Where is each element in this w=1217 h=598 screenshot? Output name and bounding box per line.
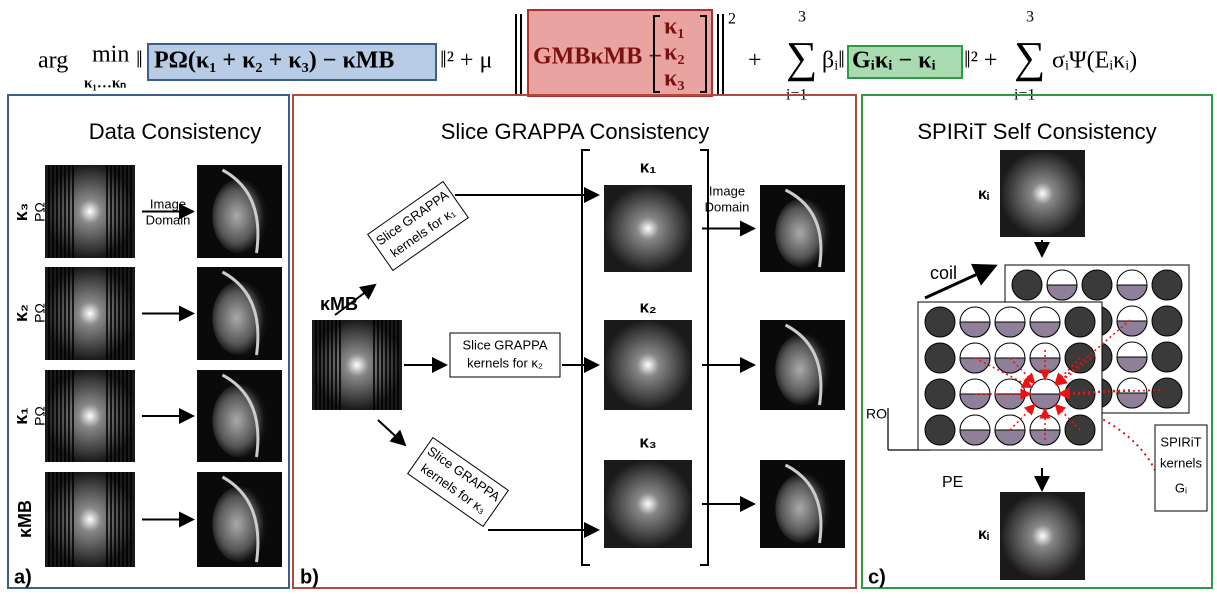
sample — [1012, 270, 1042, 300]
box-text: SPIRiT — [1160, 434, 1201, 449]
eq-term: σᵢΨ(Eᵢκᵢ) — [1052, 48, 1137, 74]
figure: arg min κ₁…κₙ ‖ PΩ(κ₁ + κ₂ + κ₃) − κMB ‖… — [0, 0, 1217, 593]
recon-image — [760, 460, 845, 548]
sample — [1082, 270, 1112, 300]
image-bg — [45, 267, 135, 360]
row-label: κ₂ — [11, 304, 31, 322]
output-label: κ₂ — [639, 297, 656, 316]
kernel-box: Slice GRAPPA kernels for κ₁ — [368, 182, 469, 271]
eq-term: GMBκMB − — [533, 44, 662, 70]
arrow — [378, 420, 405, 445]
equation: arg min κ₁…κₙ ‖ PΩ(κ₁ + κ₂ + κ₃) − κMB ‖… — [38, 9, 1137, 104]
row-label: κ₁ — [11, 407, 31, 424]
sample — [1152, 378, 1182, 408]
panel-title: SPIRiT Self Consistency — [917, 119, 1156, 144]
eq-term: PΩ(κ₁ + κ₂ + κ₃) − κMB — [154, 48, 394, 74]
sample — [1152, 342, 1182, 372]
output-label: κ₁ — [640, 157, 657, 176]
kspace-image — [45, 165, 135, 258]
image-bg — [1000, 150, 1085, 237]
recon-image — [760, 320, 845, 410]
recon-image — [197, 267, 282, 360]
eq-sub: κ₁…κₙ — [84, 75, 126, 91]
sample — [1065, 307, 1095, 337]
axis-label: RO — [866, 406, 887, 422]
image-bg — [604, 320, 692, 410]
arrow-label: Domain — [146, 212, 191, 227]
image-bg — [45, 165, 135, 258]
recon-image — [197, 370, 282, 462]
kspace-image — [45, 370, 135, 462]
box-text: kernels for κ₂ — [467, 355, 543, 370]
box-text: Slice GRAPPA — [462, 337, 547, 352]
row-label: κ₃ — [11, 203, 31, 221]
row-label: κMB — [15, 500, 35, 538]
sample — [925, 379, 955, 409]
eq-sup: 2 — [728, 11, 736, 28]
arrow-label: Domain — [705, 199, 750, 214]
arrow-label: Image — [709, 183, 745, 198]
image-bg — [312, 320, 402, 410]
eq-vec: κ₁ — [664, 14, 685, 40]
sample — [925, 307, 955, 337]
panel-title: Slice GRAPPA Consistency — [441, 119, 710, 144]
box-text: kernels — [1160, 455, 1202, 470]
sample — [925, 343, 955, 373]
kspace-image — [604, 460, 692, 548]
image-bg — [604, 460, 692, 548]
eq-text: arg — [38, 48, 68, 74]
eq-vec: κ₃ — [664, 66, 685, 92]
recon-image — [197, 472, 282, 567]
kspace-image — [604, 320, 692, 410]
sample — [925, 415, 955, 445]
panel-label: a) — [14, 566, 32, 588]
eq-text: ‖² + — [964, 48, 997, 74]
eq-text: + — [748, 48, 762, 74]
eq-text: min — [92, 42, 129, 68]
kernel-box: Slice GRAPPA kernels for κ₃ — [408, 438, 509, 527]
panel-label: b) — [300, 566, 319, 588]
image-bg — [1000, 492, 1085, 580]
arrow-label: Image — [150, 196, 186, 211]
kappa-label: κᵢ — [978, 186, 989, 203]
output-label: κ₃ — [639, 432, 656, 451]
eq-sup: 3 — [798, 9, 806, 26]
panel-title: Data Consistency — [89, 119, 261, 144]
image-bg — [45, 472, 135, 567]
kspace-image — [604, 185, 692, 272]
eq-text: βᵢ‖ — [822, 48, 845, 74]
box-text: Gᵢ — [1175, 480, 1187, 495]
kspace-image — [45, 472, 135, 567]
coil-label: coil — [930, 263, 957, 283]
eq-text: ‖² + μ — [440, 48, 492, 74]
sum-sign: ∑ — [1014, 33, 1045, 82]
recon-image — [760, 185, 845, 272]
axis-label: PE — [942, 474, 963, 491]
panel-label: c) — [868, 566, 886, 588]
eq-sup: 3 — [1026, 9, 1034, 26]
eq-text: ‖ — [136, 48, 143, 74]
kspace-image — [312, 320, 402, 410]
recon-image — [197, 165, 282, 258]
kspace-image — [1000, 492, 1085, 580]
kernel-box: Slice GRAPPA kernels for κ₂ — [450, 333, 560, 377]
kspace-image — [1000, 150, 1085, 237]
sample — [1152, 270, 1182, 300]
sum-sign: ∑ — [786, 33, 817, 82]
image-bg — [45, 370, 135, 462]
sample — [1152, 306, 1182, 336]
eq-term: Gᵢκᵢ − κᵢ — [852, 48, 936, 74]
kspace-image — [45, 267, 135, 360]
eq-vec: κ₂ — [664, 40, 685, 66]
kappa-label: κᵢ — [978, 526, 989, 543]
image-bg — [604, 185, 692, 272]
